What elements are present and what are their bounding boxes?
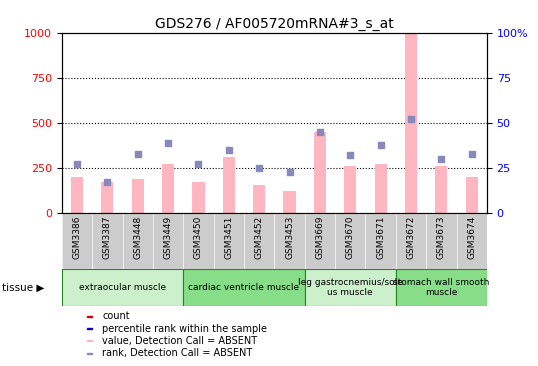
Bar [465,177,478,213]
Point [164,140,172,146]
Text: cardiac ventricle muscle: cardiac ventricle muscle [188,283,300,292]
Text: count: count [102,311,130,321]
Text: GSM3674: GSM3674 [467,216,476,259]
Bar [305,269,396,306]
Text: GSM3386: GSM3386 [73,216,82,259]
Point [346,153,355,158]
Point [73,161,81,167]
Bar [183,269,305,306]
Text: GSM3449: GSM3449 [164,216,173,259]
Text: GSM3453: GSM3453 [285,216,294,259]
Point [255,165,264,171]
Bar [62,269,183,306]
Text: tissue ▶: tissue ▶ [3,283,45,293]
Bar [132,179,144,213]
Bar [396,269,487,306]
Point [407,116,415,122]
Point [194,161,203,167]
Text: rank, Detection Call = ABSENT: rank, Detection Call = ABSENT [102,348,252,358]
Text: GSM3450: GSM3450 [194,216,203,259]
Bar [87,340,93,341]
Bar [193,182,204,213]
Bar [435,166,448,213]
Text: GSM3448: GSM3448 [133,216,142,259]
Bar [101,182,114,213]
Bar [87,328,93,329]
Bar [223,157,235,213]
Bar [314,132,326,213]
Text: stomach wall smooth
muscle: stomach wall smooth muscle [393,278,490,298]
Bar [253,185,265,213]
Text: value, Detection Call = ABSENT: value, Detection Call = ABSENT [102,336,257,346]
Bar [284,191,295,213]
Bar [71,177,83,213]
Title: GDS276 / AF005720mRNA#3_s_at: GDS276 / AF005720mRNA#3_s_at [155,16,394,30]
Bar [87,315,93,317]
Point [224,147,233,153]
Text: GSM3669: GSM3669 [315,216,324,259]
Point [285,169,294,175]
Point [103,180,112,186]
Text: GSM3670: GSM3670 [346,216,355,259]
Point [133,151,142,157]
Text: GSM3451: GSM3451 [224,216,233,259]
Bar [162,164,174,213]
Point [316,129,324,135]
Text: leg gastrocnemius/sole
us muscle: leg gastrocnemius/sole us muscle [298,278,403,298]
Bar [87,353,93,354]
Point [437,156,445,162]
Point [376,142,385,147]
Text: GSM3387: GSM3387 [103,216,112,259]
Text: GSM3671: GSM3671 [376,216,385,259]
Bar [405,33,417,213]
Point [468,151,476,157]
Text: GSM3672: GSM3672 [407,216,415,259]
Text: GSM3673: GSM3673 [437,216,446,259]
Text: GSM3452: GSM3452 [254,216,264,259]
Text: percentile rank within the sample: percentile rank within the sample [102,324,267,333]
Bar [344,166,356,213]
Bar [374,164,387,213]
Text: extraocular muscle: extraocular muscle [79,283,166,292]
